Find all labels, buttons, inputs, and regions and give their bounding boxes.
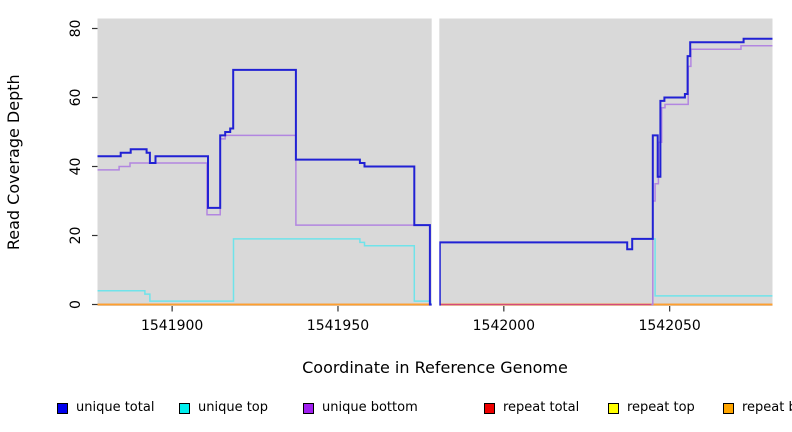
series-line-unique-bottom	[97, 45, 773, 306]
legend-item-unique-bottom: unique bottom	[303, 399, 418, 417]
y-tick-label: 60	[68, 89, 84, 107]
legend-item-repeat-bottom: repeat bottom	[723, 399, 792, 417]
y-tick-label: 20	[68, 227, 84, 245]
legend-label: unique total	[76, 400, 155, 415]
legend-item-repeat-top: repeat top	[608, 399, 695, 417]
series-line-unique-total	[97, 37, 773, 306]
legend-swatch-unique-bottom	[303, 402, 314, 414]
legend-label: unique bottom	[322, 400, 418, 415]
x-tick-label: 1542000	[473, 318, 535, 334]
no-data-gap-band	[431, 17, 440, 307]
x-tick-label: 1542050	[638, 318, 700, 334]
legend-swatch-repeat-top	[608, 402, 619, 414]
legend-item-unique-top: unique top	[179, 399, 268, 417]
y-tick-label: 40	[68, 158, 84, 176]
legend-swatch-unique-total	[57, 402, 68, 414]
legend-label: repeat total	[503, 400, 580, 415]
legend-label: repeat bottom	[742, 400, 792, 415]
legend-swatch-repeat-total	[484, 402, 495, 414]
x-axis-title: Coordinate in Reference Genome	[302, 358, 568, 377]
chart-legend: unique total unique top unique bottom repea…	[0, 399, 792, 421]
legend-label: repeat top	[627, 400, 695, 415]
legend-item-unique-total: unique total	[57, 399, 154, 417]
x-tick-label: 1541950	[307, 318, 369, 334]
legend-swatch-unique-top	[179, 402, 190, 414]
y-axis-title: Read Coverage Depth	[4, 74, 23, 250]
y-tick-label: 80	[68, 20, 84, 38]
y-tick-label: 0	[68, 300, 84, 309]
legend-label: unique top	[198, 400, 269, 415]
legend-item-repeat-total: repeat total	[484, 399, 579, 417]
x-tick-label: 1541900	[141, 318, 203, 334]
legend-swatch-repeat-bottom	[723, 402, 734, 414]
